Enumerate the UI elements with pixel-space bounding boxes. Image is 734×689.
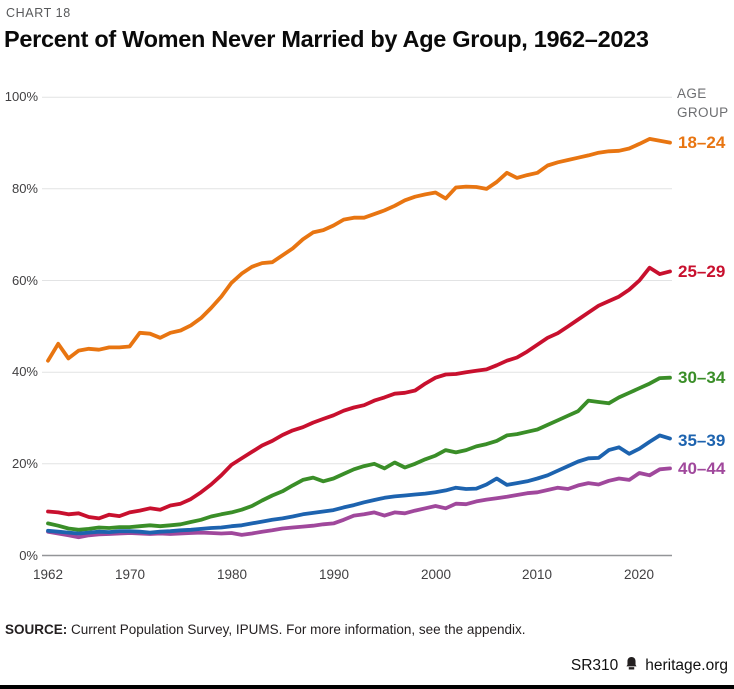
y-tick-60: 60% bbox=[11, 273, 38, 288]
liberty-bell-icon bbox=[624, 656, 639, 676]
line-25-29 bbox=[46, 265, 672, 521]
x-tick-2000: 2000 bbox=[420, 567, 452, 582]
series-label-40-44: 40–44 bbox=[678, 459, 726, 478]
x-tick-1970: 1970 bbox=[114, 567, 146, 582]
source-text: Current Population Survey, IPUMS. For mo… bbox=[67, 622, 526, 637]
line-30-34 bbox=[46, 375, 672, 532]
y-tick-100: 100% bbox=[4, 89, 38, 104]
series-label-18-24: 18–24 bbox=[678, 133, 726, 152]
series-label-25-29: 25–29 bbox=[678, 262, 726, 281]
data-series-lines bbox=[46, 136, 672, 540]
y-tick-40: 40% bbox=[11, 364, 38, 379]
x-tick-2020: 2020 bbox=[623, 567, 655, 582]
series-label-35-39: 35–39 bbox=[678, 431, 726, 450]
source-note: SOURCE: Current Population Survey, IPUMS… bbox=[5, 622, 525, 637]
legend-header: AGE GROUP bbox=[677, 86, 729, 120]
page-title: Percent of Women Never Married by Age Gr… bbox=[4, 26, 649, 52]
source-label: SOURCE: bbox=[5, 622, 68, 637]
x-tick-2010: 2010 bbox=[521, 567, 553, 582]
chart-kicker: CHART 18 bbox=[6, 6, 71, 20]
y-tick-0: 0% bbox=[19, 548, 38, 563]
y-tick-20: 20% bbox=[11, 456, 38, 471]
footer-site: heritage.org bbox=[645, 657, 728, 674]
line-35-39 bbox=[46, 433, 672, 536]
report-footer: SR310 heritage.org bbox=[571, 656, 728, 676]
x-tick-1980: 1980 bbox=[216, 567, 248, 582]
gridlines bbox=[42, 96, 672, 557]
report-id: SR310 bbox=[570, 657, 619, 674]
x-tick-1990: 1990 bbox=[318, 567, 350, 582]
bottom-border-bar bbox=[0, 685, 734, 689]
x-tick-1962: 1962 bbox=[32, 567, 64, 582]
line-18-24 bbox=[46, 136, 672, 363]
series-label-30-34: 30–34 bbox=[678, 368, 726, 387]
y-tick-80: 80% bbox=[11, 181, 38, 196]
